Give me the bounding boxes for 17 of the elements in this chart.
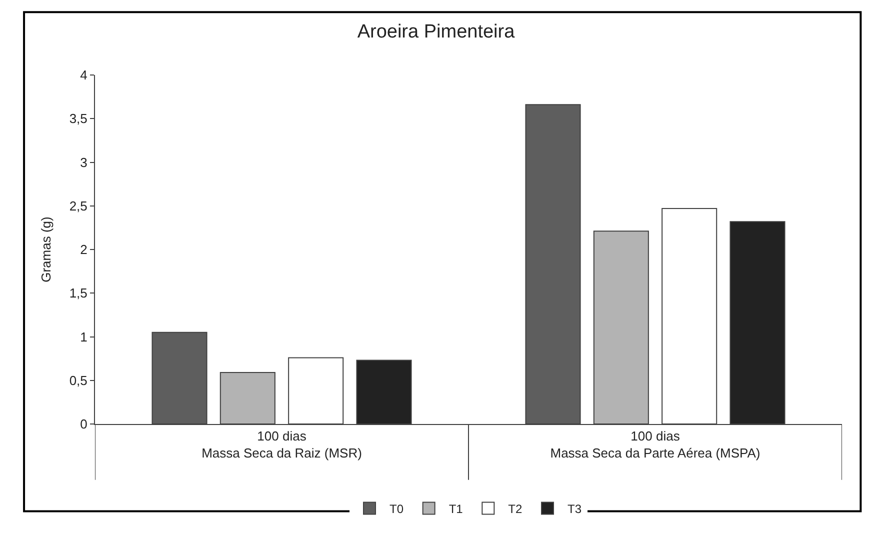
y-tick-label: 0 <box>80 416 88 432</box>
y-axis-title: Gramas (g) <box>38 216 54 282</box>
y-tick-label: 0,5 <box>69 372 88 388</box>
legend-label: T3 <box>567 502 582 516</box>
y-tick-label: 2 <box>80 242 88 258</box>
legend-label: T1 <box>448 502 464 516</box>
y-tick-label: 1 <box>80 329 88 344</box>
y-tick-label: 3 <box>80 154 88 170</box>
y-tick-label: 3,5 <box>69 111 88 126</box>
chart-title: Aroeira Pimenteira <box>357 21 516 42</box>
x-tick-label: 100 dias Massa Seca da Raiz (MSR) <box>202 428 362 460</box>
y-tick-label: 2,5 <box>69 198 88 214</box>
y-tick-label: 4 <box>80 68 88 83</box>
x-tick-label: 100 dias Massa Seca da Parte Aérea (MSPA) <box>550 428 760 460</box>
legend-label: T2 <box>508 502 522 516</box>
legend-label: T0 <box>390 502 404 516</box>
y-tick-label: 1,5 <box>69 286 88 301</box>
